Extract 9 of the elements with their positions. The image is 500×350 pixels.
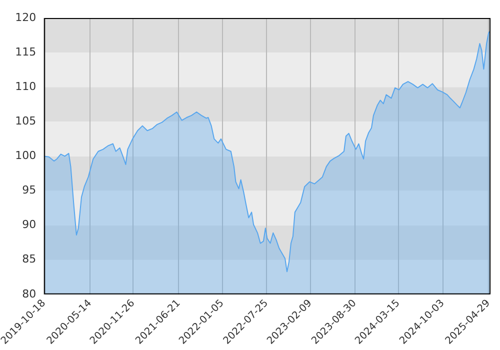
y-tick-label: 80	[22, 287, 36, 300]
y-tick-label: 110	[15, 80, 36, 93]
y-tick-label: 95	[22, 184, 36, 197]
y-tick-label: 85	[22, 252, 36, 266]
y-tick-label: 90	[22, 218, 36, 232]
y-tick-label: 105	[15, 114, 36, 128]
y-tick-label: 120	[15, 10, 36, 24]
y-tick-label: 100	[15, 149, 36, 162]
y-tick-label: 115	[15, 45, 36, 58]
